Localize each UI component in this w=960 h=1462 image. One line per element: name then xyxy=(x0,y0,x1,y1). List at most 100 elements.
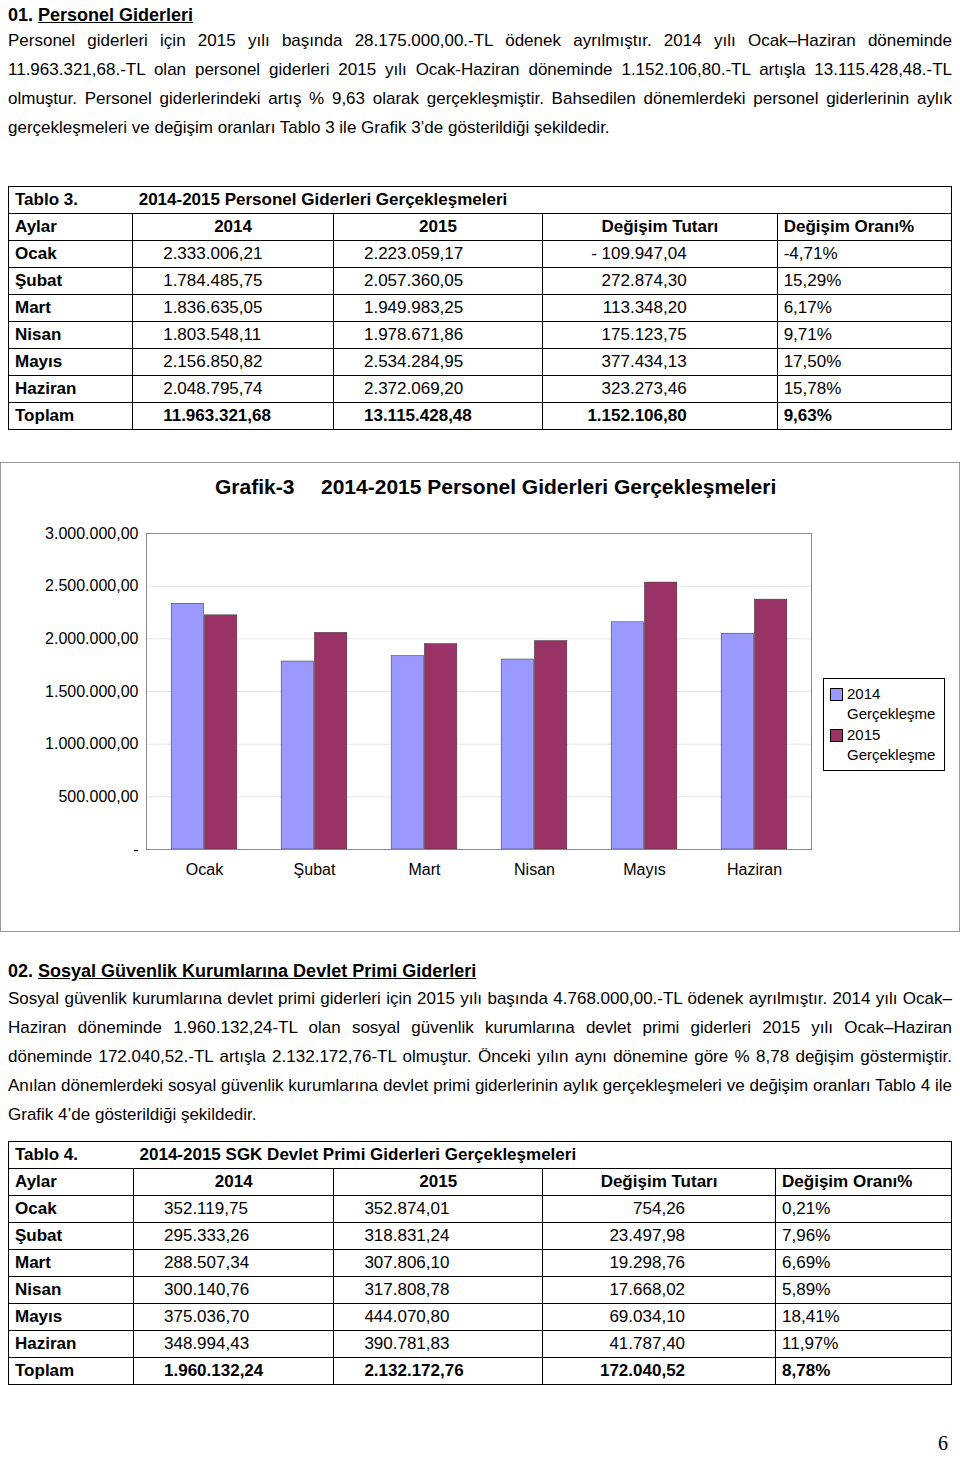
svg-text:1.500.000,00: 1.500.000,00 xyxy=(45,683,139,700)
html-text:295.333,26: 295.333,26 xyxy=(164,1226,250,1245)
html-text:23.497,98: 23.497,98 xyxy=(609,1226,685,1245)
html-text:Haziran: Haziran xyxy=(15,1334,77,1353)
html-text:2.048.795,74: 2.048.795,74 xyxy=(163,379,263,398)
html-text:2014: 2014 xyxy=(214,217,252,236)
html-text:318.831,24: 318.831,24 xyxy=(364,1226,450,1245)
svg-text:Nisan: Nisan xyxy=(514,861,555,878)
html-text:1.978.671,86: 1.978.671,86 xyxy=(364,325,464,344)
html-text:Şubat: Şubat xyxy=(15,1226,63,1245)
html-text:69.034,10: 69.034,10 xyxy=(609,1307,685,1326)
svg-text:3.000.000,00: 3.000.000,00 xyxy=(45,525,139,542)
html-text:2.534.284,95: 2.534.284,95 xyxy=(364,352,464,371)
html-text:15,29%: 15,29% xyxy=(783,271,842,290)
html-text:288.507,34: 288.507,34 xyxy=(164,1253,250,1272)
html-text:Değişim Tutarı: Değişim Tutarı xyxy=(600,1172,718,1191)
html-text:Değişim Oranı%: Değişim Oranı% xyxy=(783,217,914,236)
html-text:2.057.360,05: 2.057.360,05 xyxy=(364,271,464,290)
html-text:754,26: 754,26 xyxy=(633,1199,685,1218)
html-text:17.668,02: 17.668,02 xyxy=(609,1280,685,1299)
html-text:5,89%: 5,89% xyxy=(782,1280,831,1299)
html-text:Aylar: Aylar xyxy=(15,1172,57,1191)
html-text:175.123,75: 175.123,75 xyxy=(601,325,687,344)
html-text:6,69%: 6,69% xyxy=(782,1253,831,1272)
html-text:Mart: Mart xyxy=(15,1253,51,1272)
svg-text:500.000,00: 500.000,00 xyxy=(58,788,138,805)
html-text:307.806,10: 307.806,10 xyxy=(364,1253,450,1272)
html-text:Ocak: Ocak xyxy=(15,244,57,263)
html-text:Haziran: Haziran xyxy=(15,379,77,398)
html-text:272.874,30: 272.874,30 xyxy=(601,271,687,290)
html-text:1.803.548,11: 1.803.548,11 xyxy=(163,325,262,344)
html-text:18,41%: 18,41% xyxy=(782,1307,840,1326)
html-text:Nisan: Nisan xyxy=(15,325,62,344)
html-text:300.140,76: 300.140,76 xyxy=(164,1280,250,1299)
html-text:377.434,13: 377.434,13 xyxy=(601,352,687,371)
html-text:- 109.947,04: - 109.947,04 xyxy=(591,244,687,263)
html-text:0,21%: 0,21% xyxy=(782,1199,831,1218)
html-text:9,63%: 9,63% xyxy=(783,406,832,425)
html-text:352.874,01: 352.874,01 xyxy=(364,1199,450,1218)
svg-text:Ocak: Ocak xyxy=(186,861,224,878)
html-text:2.372.069,20: 2.372.069,20 xyxy=(364,379,464,398)
html-text:323.273,46: 323.273,46 xyxy=(601,379,687,398)
html-text:Tablo 4.: Tablo 4. xyxy=(15,1145,78,1164)
svg-text:Şubat: Şubat xyxy=(294,861,336,878)
html-text:41.787,40: 41.787,40 xyxy=(609,1334,685,1353)
html-text:2.223.059,17: 2.223.059,17 xyxy=(364,244,464,263)
html-text:2015: 2015 xyxy=(419,1172,458,1191)
html-text:Grafik-3: Grafik-3 xyxy=(215,475,295,498)
html-text:Şubat: Şubat xyxy=(15,271,63,290)
svg-text:Mayıs: Mayıs xyxy=(623,861,666,878)
html-text:Mayıs: Mayıs xyxy=(15,352,63,371)
html-text:Nisan: Nisan xyxy=(15,1280,62,1299)
html-text:2014 Gerçekleşme: 2014 Gerçekleşme xyxy=(847,685,936,722)
html-text:2015: 2015 xyxy=(419,217,457,236)
html-text:9,71%: 9,71% xyxy=(783,325,832,344)
html-text:2.156.850,82: 2.156.850,82 xyxy=(163,352,263,371)
html-text:2.333.006,21: 2.333.006,21 xyxy=(163,244,263,263)
html-text:6,17%: 6,17% xyxy=(783,298,832,317)
html-text:Mart: Mart xyxy=(15,298,51,317)
svg-text:2.000.000,00: 2.000.000,00 xyxy=(45,630,139,647)
html-text:11,97%: 11,97% xyxy=(782,1334,839,1353)
html-text:1.836.635,05: 1.836.635,05 xyxy=(163,298,263,317)
html-text:317.808,78: 317.808,78 xyxy=(364,1280,450,1299)
html-text:Değişim Oranı%: Değişim Oranı% xyxy=(782,1172,913,1191)
html-text:-4,71%: -4,71% xyxy=(783,244,838,263)
svg-text:Mart: Mart xyxy=(409,861,442,878)
html-text:Aylar: Aylar xyxy=(15,217,57,236)
html-text:01. Personel Giderleri: 01. Personel Giderleri xyxy=(8,5,194,25)
html-text:13.115.428,48: 13.115.428,48 xyxy=(364,406,472,425)
html-text:1.152.106,80: 1.152.106,80 xyxy=(587,406,687,425)
html-text:1.784.485,75: 1.784.485,75 xyxy=(163,271,263,290)
html-text:390.781,83: 390.781,83 xyxy=(364,1334,450,1353)
html-text:113.348,20: 113.348,20 xyxy=(602,298,687,317)
svg-text:-: - xyxy=(133,841,138,858)
html-text:2014-2015 Personel Giderleri G: 2014-2015 Personel Giderleri Gerçekleşme… xyxy=(321,475,777,498)
svg-text:1.000.000,00: 1.000.000,00 xyxy=(45,735,139,752)
html-text:348.994,43: 348.994,43 xyxy=(164,1334,250,1353)
html-text:1.949.983,25: 1.949.983,25 xyxy=(364,298,464,317)
html-text:Personel giderleri için 2015 y: Personel giderleri için 2015 yılı başınd… xyxy=(8,31,952,137)
html-text:15,78%: 15,78% xyxy=(783,379,842,398)
html-text:2014-2015 SGK Devlet Primi Gid: 2014-2015 SGK Devlet Primi Giderleri Ger… xyxy=(139,1145,577,1164)
html-text:7,96%: 7,96% xyxy=(782,1226,831,1245)
html-text:352.119,75: 352.119,75 xyxy=(164,1199,248,1218)
html-text:Tablo 3.: Tablo 3. xyxy=(15,190,78,209)
svg-text:2.500.000,00: 2.500.000,00 xyxy=(45,577,139,594)
html-text:Toplam: Toplam xyxy=(15,406,75,425)
html-text:Mayıs: Mayıs xyxy=(15,1307,63,1326)
html-text:2015 Gerçekleşme: 2015 Gerçekleşme xyxy=(847,726,936,763)
html-text:Değişim Tutarı: Değişim Tutarı xyxy=(601,217,719,236)
html-text:375.036,70: 375.036,70 xyxy=(164,1307,250,1326)
html-text:2014-2015 Personel Giderleri G: 2014-2015 Personel Giderleri Gerçekleşme… xyxy=(138,190,508,209)
html-text:17,50%: 17,50% xyxy=(783,352,842,371)
html-text:2014: 2014 xyxy=(214,1172,253,1191)
svg-text:Haziran: Haziran xyxy=(727,861,782,878)
html-text:Ocak: Ocak xyxy=(15,1199,57,1218)
html-text:19.298,76: 19.298,76 xyxy=(609,1253,685,1272)
html-text:444.070,80: 444.070,80 xyxy=(364,1307,450,1326)
html-text:02. Sosyal Güvenlik Kurumların: 02. Sosyal Güvenlik Kurumlarına Devlet P… xyxy=(8,961,477,981)
html-text:Sosyal güvenlik kurumlarına de: Sosyal güvenlik kurumlarına devlet primi… xyxy=(8,989,952,1124)
html-text:11.963.321,68: 11.963.321,68 xyxy=(163,406,271,425)
